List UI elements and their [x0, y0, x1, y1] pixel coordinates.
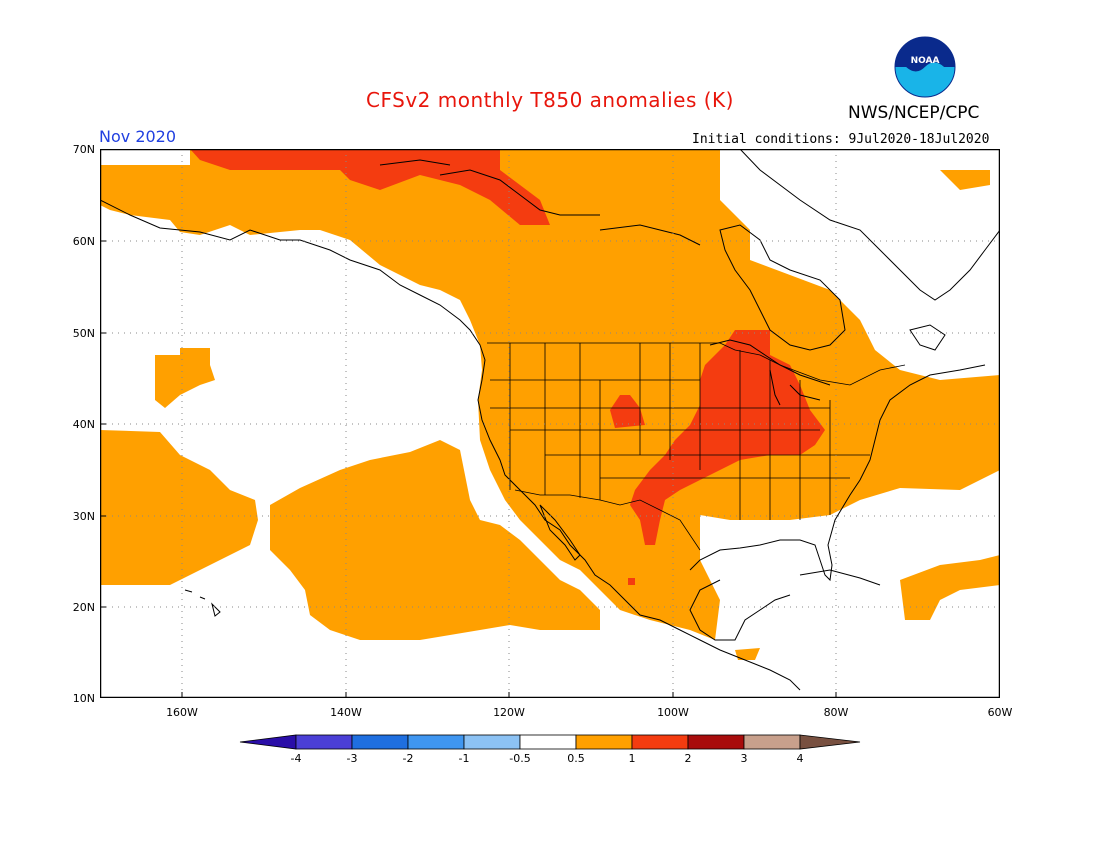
chart-title: CFSv2 monthly T850 anomalies (K)	[366, 88, 734, 112]
colorbar-cell	[575, 734, 633, 750]
colorbar-cell	[463, 734, 521, 750]
organization-label: NWS/NCEP/CPC	[848, 103, 980, 123]
lat-label: 10N	[72, 692, 95, 705]
lon-label: 120W	[493, 706, 525, 719]
tick-marks	[100, 240, 837, 698]
anomaly-region-red	[190, 149, 825, 585]
anomaly-map	[100, 149, 1000, 698]
colorbar-label: 3	[740, 752, 748, 765]
logo-text: NOAA	[911, 56, 940, 66]
colorbar-label: 1	[628, 752, 636, 765]
lon-label: 100W	[657, 706, 689, 719]
colorbar-label: -3	[346, 752, 358, 765]
colorbar-label: 2	[684, 752, 692, 765]
anomaly-region-orange	[100, 149, 1000, 660]
colorbar-cell	[295, 734, 353, 750]
lon-label: 160W	[166, 706, 198, 719]
colorbar-label: 4	[796, 752, 804, 765]
political-borders	[487, 342, 906, 551]
lat-label: 40N	[72, 418, 95, 431]
colorbar-cell	[687, 734, 745, 750]
lon-label: 80W	[823, 706, 849, 719]
lat-label: 60N	[72, 235, 95, 248]
lat-label: 20N	[72, 601, 95, 614]
noaa-logo-icon: NOAA	[894, 36, 956, 98]
colorbar-cell	[351, 734, 409, 750]
colorbar-cell	[239, 734, 297, 750]
colorbar-cell	[743, 734, 801, 750]
lat-label: 50N	[72, 327, 95, 340]
colorbar-label: -2	[402, 752, 414, 765]
colorbar-label: -1	[458, 752, 470, 765]
colorbar-cell	[799, 734, 861, 750]
lat-label: 70N	[72, 143, 95, 156]
colorbar-cell	[519, 734, 577, 750]
colorbar-label: -0.5	[509, 752, 531, 765]
lat-label: 30N	[72, 510, 95, 523]
colorbar-label: 0.5	[567, 752, 585, 765]
colorbar-label: -4	[290, 752, 302, 765]
lon-label: 140W	[330, 706, 362, 719]
valid-month-label: Nov 2020	[99, 127, 177, 146]
colorbar-cell	[407, 734, 465, 750]
colorbar-cell	[631, 734, 689, 750]
initial-conditions-label: Initial conditions: 9Jul2020-18Jul2020	[692, 132, 990, 147]
lon-label: 60W	[987, 706, 1013, 719]
coastlines	[100, 149, 1000, 691]
gridlines	[100, 149, 1000, 698]
colorbar	[239, 734, 861, 750]
